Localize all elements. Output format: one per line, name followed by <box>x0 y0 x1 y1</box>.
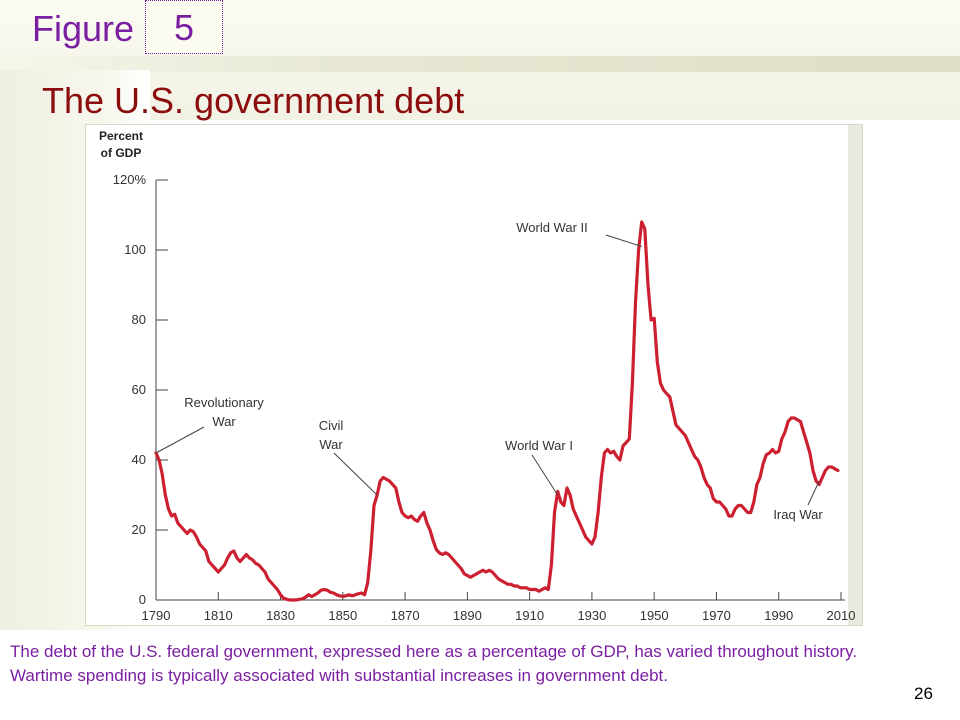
annotation-leader-line <box>155 426 205 454</box>
x-tick-label: 1830 <box>266 608 295 623</box>
chart-frame-edge <box>848 125 862 625</box>
chart-frame <box>86 125 862 625</box>
annotation-label: World War II <box>516 220 588 235</box>
slide-title: The U.S. government debt <box>42 80 465 121</box>
x-tick-label: 1950 <box>640 608 669 623</box>
figure-number: 5 <box>173 7 195 48</box>
x-tick-label: 1910 <box>515 608 544 623</box>
y-tick-label: 60 <box>132 382 146 397</box>
x-tick-label: 1890 <box>453 608 482 623</box>
y-tick-label: 20 <box>132 522 146 537</box>
y-tick-label: 80 <box>132 312 146 327</box>
annotation-leader-line <box>605 234 642 247</box>
x-tick-label: 1810 <box>204 608 233 623</box>
annotation-label: Civil <box>319 418 344 433</box>
annotation-leader-line <box>333 452 378 496</box>
page-number: 26 <box>914 684 933 703</box>
x-tick-label: 1870 <box>391 608 420 623</box>
figure-label: Figure <box>32 8 135 49</box>
debt-series-line <box>154 220 840 602</box>
y-tick-label: 100 <box>124 242 146 257</box>
x-tick-label: 1970 <box>702 608 731 623</box>
annotation-label: Iraq War <box>773 507 823 522</box>
x-tick-label: 2010 <box>827 608 856 623</box>
x-tick-label: 1850 <box>328 608 357 623</box>
figure-number-box: 5 <box>145 0 223 54</box>
annotation-label: War <box>212 414 236 429</box>
annotation-label: World War I <box>505 438 573 453</box>
annotation-leader-line <box>807 480 820 506</box>
y-axis-title-line: of GDP <box>101 146 142 160</box>
annotation-label: War <box>319 437 343 452</box>
debt-chart: Percent of GDP 0 20 40 60 80 100 120% 1790 1810 183… <box>99 129 856 623</box>
x-tick-label: 1930 <box>577 608 606 623</box>
annotation-label: Revolutionary <box>184 395 264 410</box>
annotation-leader-line <box>531 454 559 496</box>
x-tick-label: 1790 <box>142 608 171 623</box>
y-tick-label: 40 <box>132 452 146 467</box>
y-axis-title-line: Percent <box>99 129 143 143</box>
header-stripe <box>0 56 960 72</box>
x-tick-label: 1990 <box>764 608 793 623</box>
y-tick-label: 0 <box>139 592 146 607</box>
figure-caption: The debt of the U.S. federal government,… <box>10 642 858 685</box>
y-tick-label: 120% <box>113 172 147 187</box>
